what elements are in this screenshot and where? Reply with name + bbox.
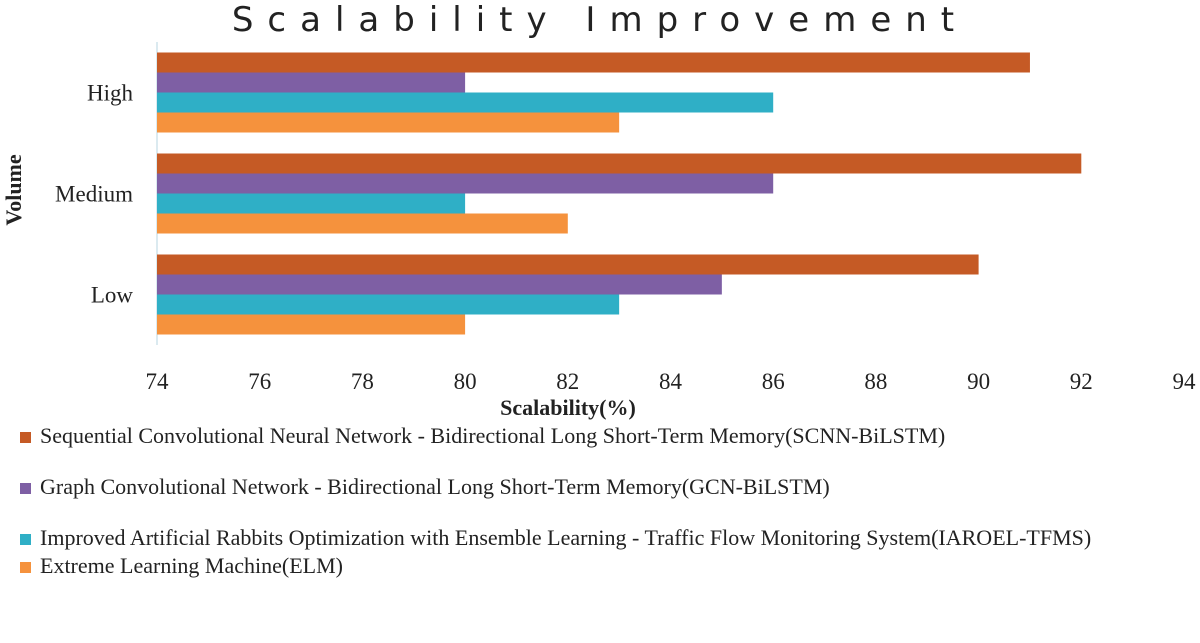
bar-high-series-4 — [157, 112, 620, 133]
y-axis-title: Volume — [1, 154, 26, 226]
x-tick-label-86: 86 — [762, 369, 785, 394]
bar-chart: High Medium Low 74 76 78 80 82 84 86 88 90 92 94 Scala… — [1, 42, 1197, 420]
x-tick-label-80: 80 — [454, 369, 477, 394]
legend-swatch-elm — [20, 562, 31, 573]
x-tick-label-94: 94 — [1173, 369, 1197, 394]
x-tick-label-76: 76 — [248, 369, 271, 394]
bar-low-series-4 — [157, 314, 466, 335]
bar-medium-series-1 — [157, 153, 1082, 174]
x-tick-label-78: 78 — [351, 369, 374, 394]
bar-low-series-2 — [157, 274, 722, 295]
bar-low-series-3 — [157, 294, 620, 315]
x-tick-label-74: 74 — [146, 369, 170, 394]
legend-label-gcn-bilstm: Graph Convolutional Network - Bidirectio… — [40, 474, 830, 499]
x-tick-label-84: 84 — [659, 369, 683, 394]
legend-label-scnn-bilstm: Sequential Convolutional Neural Network … — [40, 423, 946, 448]
legend-item-elm: Extreme Learning Machine(ELM) — [18, 552, 1193, 580]
legend-swatch-gcn-bilstm — [20, 483, 31, 494]
legend-item-iaroel-tfms: Improved Artificial Rabbits Optimization… — [18, 524, 1110, 552]
legend-label-elm: Extreme Learning Machine(ELM) — [40, 553, 343, 578]
x-tick-label-82: 82 — [556, 369, 579, 394]
x-tick-label-92: 92 — [1070, 369, 1093, 394]
bar-high-series-1 — [157, 52, 1030, 73]
x-axis-title: Scalability(%) — [500, 395, 636, 420]
category-label-high: High — [87, 81, 134, 106]
bar-medium-series-2 — [157, 173, 774, 194]
category-label-low: Low — [91, 283, 134, 308]
bar-high-series-3 — [157, 92, 774, 113]
bar-high-series-2 — [157, 72, 466, 93]
legend-item-gcn-bilstm: Graph Convolutional Network - Bidirectio… — [18, 473, 1193, 501]
x-tick-label-88: 88 — [864, 369, 887, 394]
legend: Sequential Convolutional Neural Network … — [18, 422, 1193, 580]
legend-swatch-scnn-bilstm — [20, 432, 31, 443]
x-tick-label-90: 90 — [967, 369, 990, 394]
chart-title: Scalability Improvement — [231, 0, 969, 40]
bar-medium-series-3 — [157, 193, 466, 214]
legend-item-scnn-bilstm: Sequential Convolutional Neural Network … — [18, 422, 1193, 450]
legend-label-iaroel-tfms: Improved Artificial Rabbits Optimization… — [40, 525, 1092, 550]
bar-medium-series-4 — [157, 213, 568, 234]
legend-swatch-iaroel-tfms — [20, 534, 31, 545]
category-label-medium: Medium — [55, 182, 133, 207]
bar-low-series-1 — [157, 254, 979, 275]
